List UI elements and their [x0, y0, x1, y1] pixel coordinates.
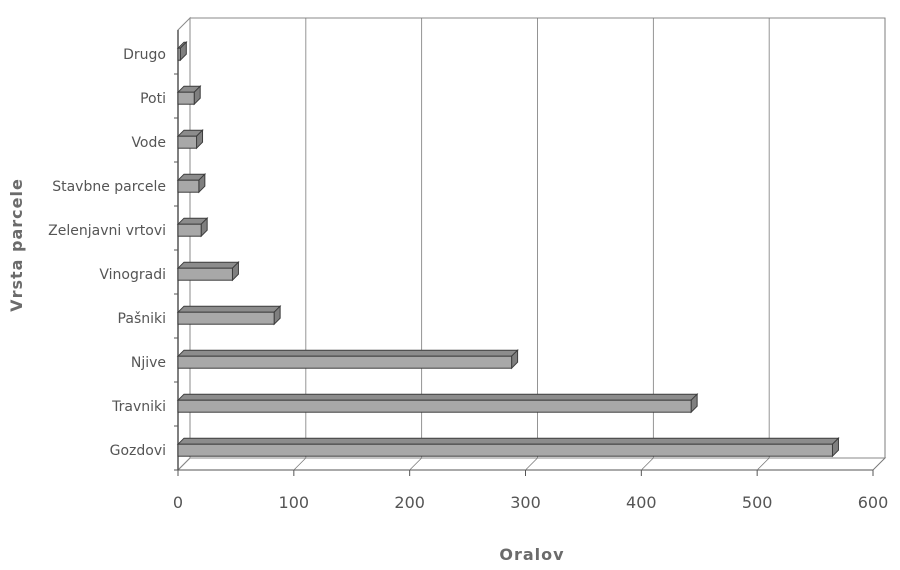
x-tick-label: 400	[626, 493, 657, 512]
x-tick-label: 600	[858, 493, 889, 512]
y-axis-title: Vrsta parcele	[7, 178, 26, 312]
category-label: Njive	[131, 355, 166, 371]
gridline-floor	[293, 457, 307, 471]
x-tick-label: 300	[510, 493, 541, 512]
x-tick-label: 0	[173, 493, 183, 512]
x-tick-label: 500	[742, 493, 773, 512]
bar-top	[176, 393, 699, 401]
bar-front	[177, 91, 195, 105]
gridline-floor	[409, 457, 422, 471]
bar-top	[176, 261, 240, 269]
x-tick-labels: 0 100 200 300 400 500 600	[173, 493, 888, 512]
bar-drugo	[176, 40, 188, 62]
category-label: Pašniki	[118, 311, 166, 327]
bar-front	[177, 399, 692, 413]
gridline-floor	[872, 457, 886, 471]
category-label: Vode	[131, 135, 166, 151]
category-label: Travniki	[111, 399, 166, 415]
bar-stavbne-parcele	[176, 172, 207, 194]
bar-gozdovi	[176, 436, 840, 458]
bar-zelenjavni-vrtovi	[176, 216, 209, 238]
category-label: Gozdovi	[110, 443, 166, 459]
category-labels: Drugo Poti Vode Stavbne parcele Zelenjavni v…	[48, 47, 166, 459]
bar-front	[177, 443, 833, 457]
bar-njive	[176, 348, 519, 370]
bar-poti	[176, 84, 202, 106]
bar-front	[177, 355, 513, 369]
bar-travniki	[176, 392, 699, 414]
bar-front	[177, 135, 198, 149]
bar-pa-niki	[176, 304, 282, 326]
x-axis-title: Oralov	[499, 545, 564, 564]
bar-vinogradi	[176, 260, 240, 282]
bar-front	[177, 223, 202, 237]
category-label: Stavbne parcele	[52, 179, 166, 195]
category-label: Drugo	[123, 47, 166, 63]
category-label: Poti	[140, 91, 166, 107]
x-tick-label: 100	[279, 493, 310, 512]
bar-top	[176, 349, 519, 357]
bar-top	[176, 437, 840, 445]
bar-top	[176, 305, 282, 313]
bar-front	[177, 311, 275, 325]
gridlines	[174, 18, 886, 476]
bar-front	[177, 179, 200, 193]
bars	[176, 40, 840, 458]
gridline-floor	[641, 457, 654, 471]
gridline-floor	[525, 457, 538, 471]
gridline-floor	[756, 457, 770, 471]
category-label: Zelenjavni vrtovi	[48, 223, 166, 239]
bar-front	[177, 47, 181, 61]
x-tick-label: 200	[394, 493, 425, 512]
bar-front	[177, 267, 233, 281]
bar-vode	[176, 128, 204, 150]
category-label: Vinogradi	[99, 267, 166, 283]
